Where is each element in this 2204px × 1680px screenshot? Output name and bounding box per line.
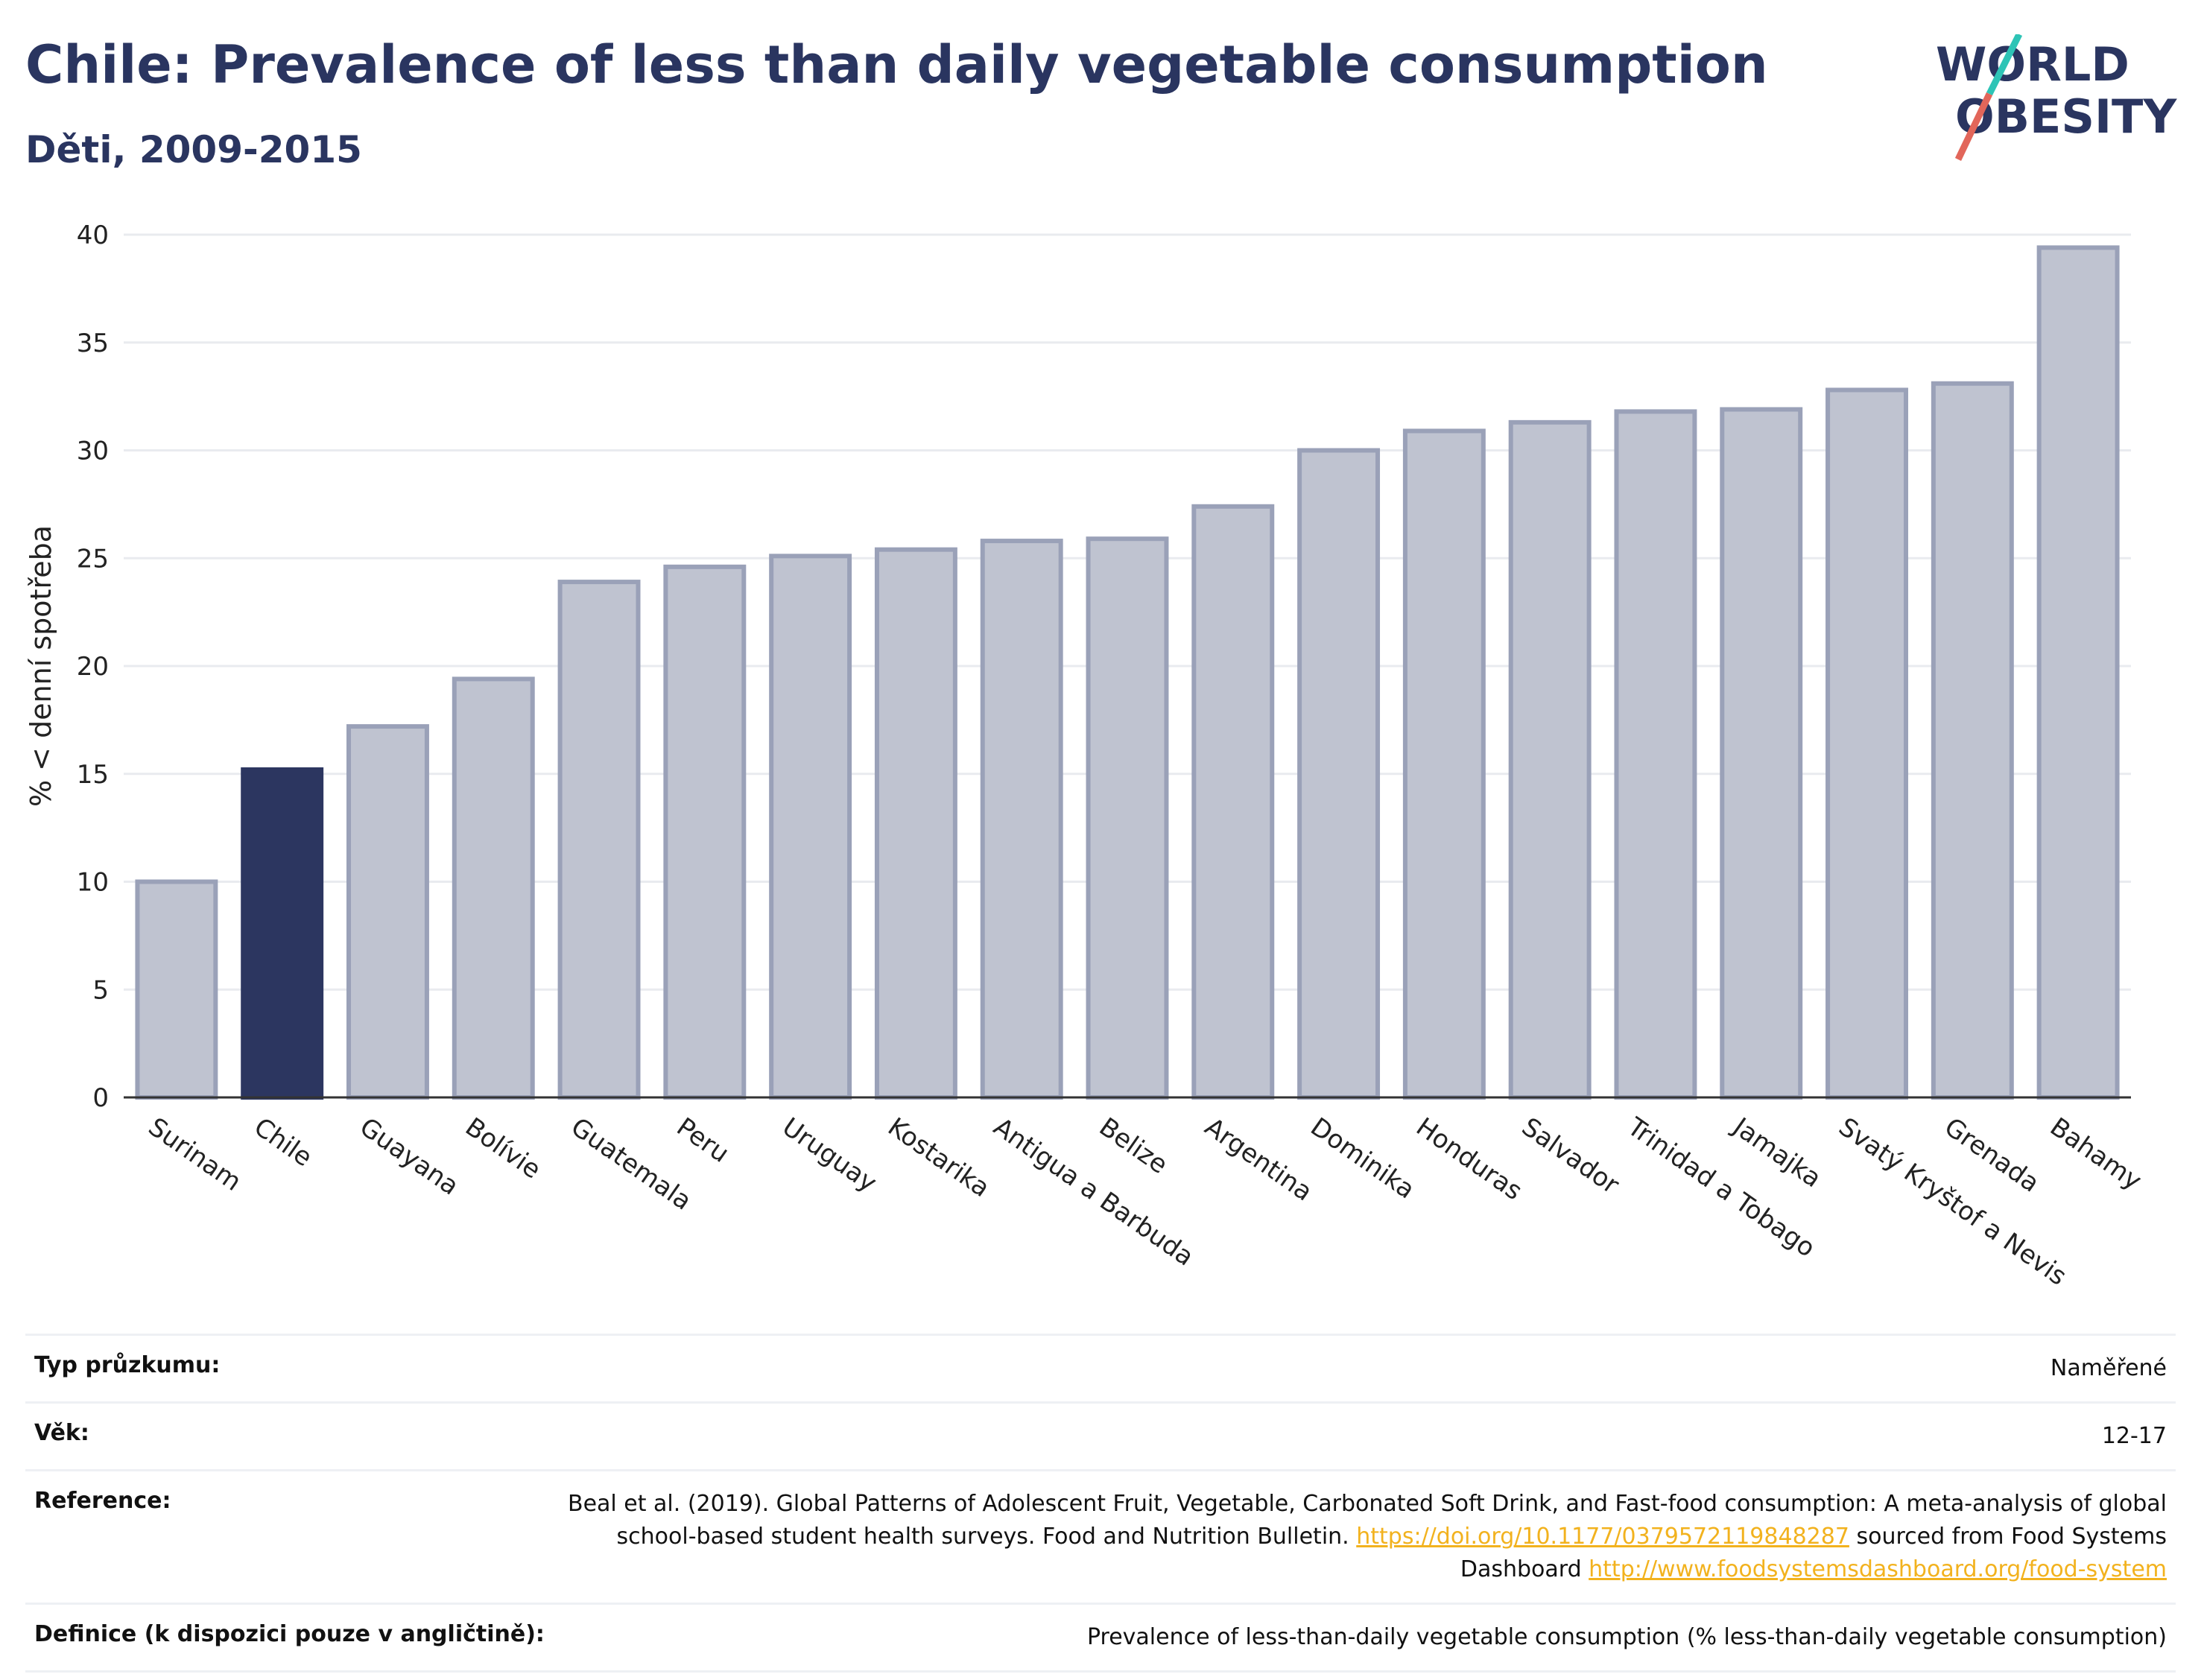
- x-tick-label: Argentina: [1200, 1112, 1318, 1208]
- world-obesity-logo: WORLD OBESITY: [1936, 34, 2177, 161]
- bar-bahamy: [2036, 245, 2120, 1100]
- x-tick-label: Salvador: [1516, 1112, 1624, 1200]
- doi-link[interactable]: https://doi.org/10.1177/0379572119848287: [1356, 1524, 1849, 1550]
- bar-bolívie: [452, 676, 535, 1100]
- y-tick-label: 20: [77, 652, 109, 682]
- bar-uruguay: [769, 554, 852, 1100]
- reference-text: Beal et al. (2019). Global Patterns of A…: [567, 1491, 2167, 1550]
- bar-dominika: [1297, 448, 1381, 1100]
- food-systems-link[interactable]: http://www.foodsystemsdashboard.org/food…: [1589, 1556, 2167, 1582]
- y-tick-label: 0: [92, 1083, 109, 1113]
- bar-chile: [241, 767, 324, 1100]
- x-tick-label: Bolívie: [460, 1112, 546, 1185]
- bar-kostarika: [874, 547, 957, 1100]
- x-tick-label: Uruguay: [776, 1112, 881, 1199]
- x-tick-label: Belize: [1094, 1112, 1173, 1180]
- age-label: Věk:: [34, 1420, 89, 1446]
- chart-subtitle: Děti, 2009-2015: [25, 128, 362, 171]
- reference-label: Reference:: [34, 1488, 171, 1514]
- metadata-table: Typ průzkumu: Naměřené Věk: 12-17 Refere…: [25, 1334, 2176, 1673]
- y-tick-label: 30: [77, 437, 109, 466]
- bar-antigua-a-barbuda: [980, 539, 1063, 1100]
- x-tick-label: Dominika: [1305, 1112, 1419, 1205]
- reference-value: Beal et al. (2019). Global Patterns of A…: [528, 1488, 2167, 1586]
- y-tick-label: 25: [77, 544, 109, 574]
- bar-salvador: [1508, 419, 1592, 1100]
- x-tick-label: Jamajka: [1726, 1111, 1827, 1194]
- bar-grenada: [1931, 381, 2014, 1100]
- logo-text-obesity: OBESITY: [1955, 89, 2177, 144]
- reference-source-text: sourced from Food Systems Dashboard: [1460, 1524, 2167, 1582]
- bar-argentina: [1191, 504, 1275, 1100]
- meta-row-age: Věk: 12-17: [25, 1401, 2176, 1469]
- y-axis-ticks: 0 5 10 15 20 25 30 35 40: [77, 221, 109, 1113]
- y-axis-label: % < denní spotřeba: [25, 525, 57, 807]
- y-tick-label: 40: [77, 221, 109, 250]
- x-tick-label: Peru: [671, 1112, 735, 1169]
- bar-svatý-kryštof-a-nevis: [1825, 387, 1908, 1100]
- x-tick-label: Chile: [249, 1112, 318, 1173]
- bar-chart: 0 5 10 15 20 25 30 35 40 Surinam Chile GuayanaBolí…: [25, 221, 2147, 1292]
- x-tick-label: Honduras: [1410, 1112, 1527, 1207]
- bar-surinam: [135, 879, 218, 1100]
- meta-row-survey-type: Typ průzkumu: Naměřené: [25, 1334, 2176, 1401]
- x-tick-label: Kostarika: [882, 1112, 995, 1204]
- y-tick-label: 10: [77, 868, 109, 898]
- logo-slash-red: [1954, 92, 1993, 161]
- survey-type-label: Typ průzkumu:: [34, 1352, 221, 1378]
- y-tick-label: 5: [92, 975, 109, 1005]
- bar-trinidad-a-tobago: [1614, 409, 1697, 1100]
- bar-jamajka: [1720, 407, 1803, 1100]
- age-value: 12-17: [2101, 1423, 2167, 1449]
- bars: [135, 245, 2120, 1100]
- survey-type-value: Naměřené: [2050, 1355, 2167, 1381]
- meta-row-definition: Definice (k dispozici pouze v angličtině…: [25, 1603, 2176, 1673]
- bar-peru: [663, 564, 747, 1100]
- x-tick-label: Bahamy: [2045, 1112, 2147, 1196]
- logo-slash-teal: [1986, 34, 2023, 96]
- bar-honduras: [1402, 428, 1486, 1100]
- chart-title: Chile: Prevalence of less than daily veg…: [25, 34, 1768, 95]
- x-tick-label: Surinam: [143, 1112, 247, 1197]
- bar-belize: [1086, 536, 1169, 1100]
- bar-guatemala: [557, 580, 641, 1100]
- x-tick-label: Guayana: [354, 1112, 464, 1202]
- definition-label: Definice (k dispozici pouze v angličtině…: [34, 1621, 545, 1647]
- y-tick-label: 15: [77, 760, 109, 790]
- x-tick-label: Trinidad a Tobago: [1621, 1112, 1820, 1264]
- y-tick-label: 35: [77, 329, 109, 358]
- meta-row-reference: Reference: Beal et al. (2019). Global Pa…: [25, 1469, 2176, 1603]
- definition-value: Prevalence of less-than-daily vegetable …: [1086, 1624, 2167, 1650]
- logo-text-world: WORLD: [1936, 37, 2129, 92]
- bar-guayana: [346, 724, 429, 1100]
